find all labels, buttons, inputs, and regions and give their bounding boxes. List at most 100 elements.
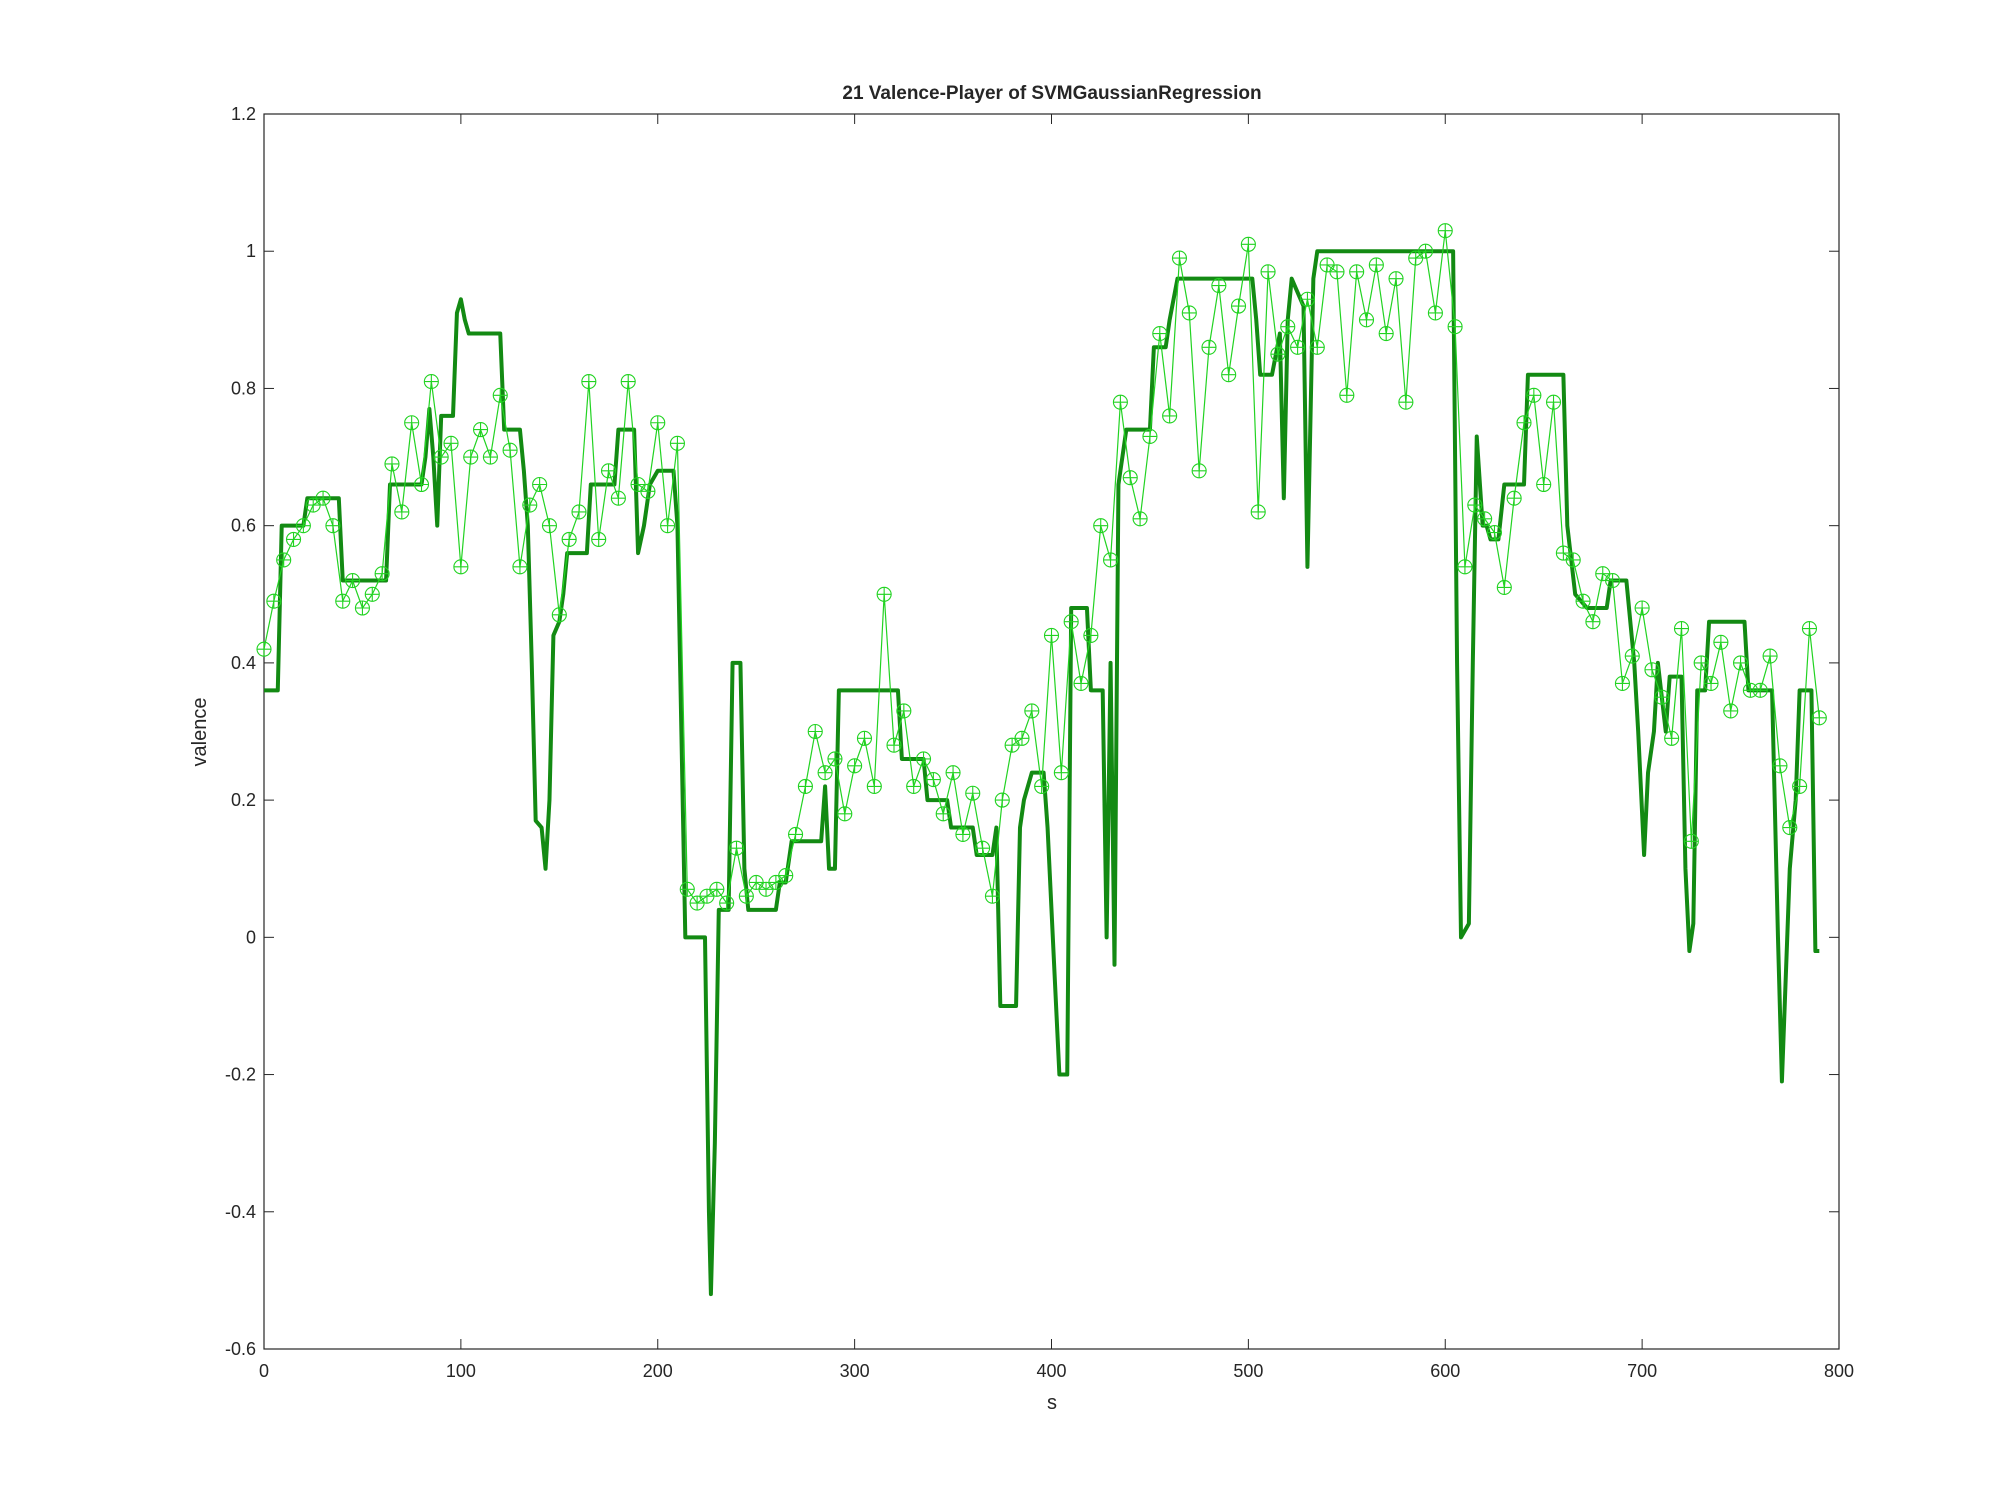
marker [817, 765, 833, 781]
marker [1260, 264, 1276, 280]
marker [1408, 250, 1424, 266]
marker [1083, 627, 1099, 643]
marker [965, 785, 981, 801]
marker [1368, 257, 1384, 273]
marker [1555, 545, 1571, 561]
marker [669, 435, 685, 451]
marker [1703, 675, 1719, 692]
x-tick-label: 200 [643, 1361, 673, 1381]
marker [1398, 394, 1414, 410]
marker [709, 881, 725, 897]
marker [1486, 524, 1503, 541]
marker [433, 449, 449, 465]
marker [1319, 257, 1335, 273]
marker [482, 449, 498, 465]
marker [1201, 339, 1217, 355]
marker [679, 881, 695, 897]
marker [502, 442, 518, 458]
marker [1230, 298, 1247, 314]
plot-frame [263, 113, 1840, 1350]
marker [1664, 730, 1680, 746]
marker [1270, 346, 1286, 362]
marker [1250, 504, 1266, 520]
y-tick-label: -0.4 [225, 1202, 256, 1222]
marker [1782, 820, 1798, 836]
marker [581, 374, 597, 390]
marker [591, 531, 607, 547]
marker [1811, 710, 1827, 726]
marker [1191, 463, 1207, 479]
y-tick-label: 0.8 [231, 378, 256, 398]
marker [1004, 737, 1020, 753]
marker [1053, 765, 1069, 781]
marker [276, 552, 292, 568]
marker [1418, 243, 1434, 259]
marker [1565, 552, 1581, 568]
marker [620, 374, 636, 390]
marker [1063, 614, 1079, 630]
marker [778, 868, 794, 884]
marker [1299, 291, 1315, 307]
marker [551, 607, 567, 623]
marker [1043, 627, 1060, 643]
marker [1506, 490, 1522, 506]
marker [955, 826, 971, 842]
marker [738, 888, 754, 904]
marker [650, 415, 666, 431]
marker [266, 593, 282, 609]
y-tick-label: -0.2 [225, 1065, 256, 1085]
marker [866, 778, 882, 794]
marker [374, 566, 390, 582]
marker [1585, 614, 1601, 630]
marker [1634, 600, 1650, 616]
x-tick-label: 400 [1036, 1361, 1066, 1381]
marker [975, 840, 991, 856]
marker [1752, 682, 1768, 698]
marker [1329, 264, 1345, 280]
marker [1614, 675, 1630, 692]
marker [600, 463, 617, 479]
marker [1162, 408, 1178, 424]
marker [984, 888, 1000, 904]
marker [1772, 758, 1788, 774]
y-tick-label: 0.2 [231, 790, 256, 810]
marker [1024, 703, 1040, 719]
marker [1437, 223, 1453, 239]
marker [640, 483, 656, 499]
y-tick-label: 1 [246, 241, 256, 261]
y-tick-label: -0.6 [225, 1339, 256, 1359]
x-tick-label: 500 [1233, 1361, 1263, 1381]
marker [1221, 367, 1237, 383]
marker [354, 600, 370, 616]
marker [1132, 511, 1148, 527]
marker [807, 723, 823, 740]
x-tick-label: 0 [259, 1361, 269, 1381]
marker [1014, 730, 1030, 746]
marker [1467, 497, 1483, 513]
marker [1673, 621, 1690, 637]
marker [315, 490, 331, 506]
marker [1644, 662, 1660, 678]
marker [532, 476, 548, 493]
y-tick-label: 0.4 [231, 653, 256, 673]
marker [443, 435, 459, 451]
marker [404, 415, 420, 431]
marker [453, 559, 469, 575]
prediction-line [263, 230, 1820, 904]
x-axis-label: s [1047, 1392, 1057, 1414]
marker [1496, 579, 1512, 595]
marker [1605, 573, 1621, 589]
marker [345, 573, 361, 589]
marker [1477, 511, 1493, 527]
marker [335, 593, 351, 609]
marker [896, 703, 912, 719]
marker [1801, 621, 1818, 637]
marker [1683, 833, 1699, 849]
marker [1073, 675, 1089, 692]
marker [1280, 319, 1296, 335]
marker [364, 586, 380, 602]
chart-title: 21 Valence-Player of SVMGaussianRegressi… [842, 83, 1261, 104]
marker [935, 806, 951, 822]
